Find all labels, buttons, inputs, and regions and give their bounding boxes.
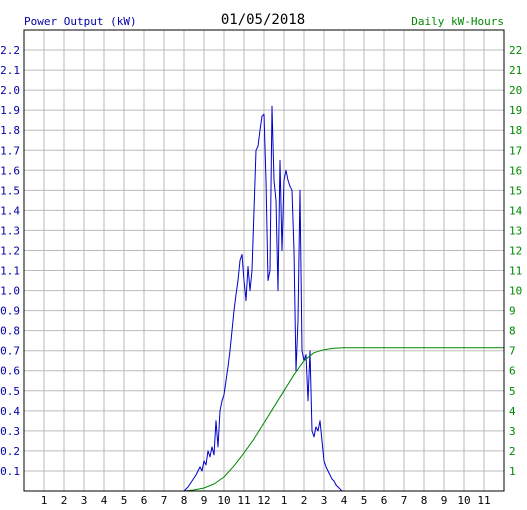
right-tick-label: 16 (509, 164, 522, 177)
right-tick-label: 4 (509, 405, 516, 418)
right-tick-label: 18 (509, 124, 522, 137)
power-series-line (24, 105, 504, 492)
x-tick-label: 11 (237, 494, 250, 507)
energy-series-line (24, 347, 504, 492)
right-tick-label: 10 (509, 285, 522, 298)
x-tick-label: 6 (381, 494, 388, 507)
right-tick-label: 12 (509, 244, 522, 257)
left-axis-label: Power Output (kW) (24, 15, 137, 28)
left-tick-label: 0.2 (0, 445, 20, 458)
right-tick-label: 13 (509, 224, 522, 237)
right-tick-label: 9 (509, 305, 516, 318)
left-tick-label: 2.0 (0, 84, 20, 97)
right-tick-label: 5 (509, 385, 516, 398)
x-tick-label: 1 (281, 494, 288, 507)
right-tick-label: 22 (509, 44, 522, 57)
x-tick-label: 4 (101, 494, 108, 507)
right-tick-label: 2 (509, 445, 516, 458)
left-tick-label: 0.4 (0, 405, 20, 418)
x-tick-label: 5 (361, 494, 368, 507)
series-lines (24, 105, 504, 492)
grid (24, 30, 504, 491)
right-tick-label: 21 (509, 64, 522, 77)
left-tick-label: 0.9 (0, 305, 20, 318)
right-tick-label: 19 (509, 104, 522, 117)
x-tick-label: 8 (421, 494, 428, 507)
left-tick-labels: 0.1 0.2 0.3 0.4 0.5 0.6 0.7 0.8 0.9 1.0 1.1 1.2 1.3 1… (0, 44, 20, 478)
x-tick-label: 12 (257, 494, 270, 507)
left-tick-label: 0.8 (0, 325, 20, 338)
x-tick-label: 1 (41, 494, 48, 507)
left-tick-label: 0.6 (0, 365, 20, 378)
left-tick-label: 1.7 (0, 144, 20, 157)
left-tick-label: 1.1 (0, 265, 20, 278)
left-tick-label: 1.4 (0, 204, 20, 217)
right-tick-label: 3 (509, 425, 516, 438)
right-axis-label: Daily kW-Hours (411, 15, 504, 28)
left-tick-label: 0.5 (0, 385, 20, 398)
x-tick-label: 10 (457, 494, 470, 507)
right-tick-label: 6 (509, 365, 516, 378)
left-tick-label: 1.6 (0, 164, 20, 177)
left-tick-label: 0.7 (0, 345, 20, 358)
x-tick-label: 7 (161, 494, 168, 507)
chart-title: 01/05/2018 (221, 12, 305, 28)
x-tick-label: 4 (341, 494, 348, 507)
x-tick-label: 5 (121, 494, 128, 507)
left-tick-label: 1.0 (0, 285, 20, 298)
x-tick-label: 6 (141, 494, 148, 507)
right-tick-label: 17 (509, 144, 522, 157)
right-tick-label: 1 (509, 465, 516, 478)
right-tick-label: 8 (509, 325, 516, 338)
x-tick-label: 7 (401, 494, 408, 507)
left-tick-label: 1.3 (0, 224, 20, 237)
right-tick-label: 11 (509, 265, 522, 278)
left-tick-label: 1.5 (0, 184, 20, 197)
right-tick-label: 14 (509, 204, 523, 217)
x-tick-labels: 1 2 3 4 5 6 7 8 9 10 11 12 1 2 3 4 5 6 7 8 9 10 11 (41, 494, 491, 507)
left-tick-label: 1.2 (0, 244, 20, 257)
x-tick-label: 3 (321, 494, 328, 507)
x-tick-label: 9 (201, 494, 208, 507)
x-tick-label: 10 (217, 494, 230, 507)
right-tick-label: 20 (509, 84, 522, 97)
x-tick-label: 11 (477, 494, 490, 507)
right-tick-label: 15 (509, 184, 522, 197)
x-tick-label: 8 (181, 494, 188, 507)
x-tick-label: 2 (61, 494, 68, 507)
x-tick-label: 2 (301, 494, 308, 507)
x-tick-label: 3 (81, 494, 88, 507)
left-tick-label: 1.9 (0, 104, 20, 117)
right-tick-label: 7 (509, 345, 516, 358)
x-tick-label: 9 (441, 494, 448, 507)
left-tick-label: 2.1 (0, 64, 20, 77)
left-tick-label: 0.1 (0, 465, 20, 478)
left-tick-label: 0.3 (0, 425, 20, 438)
plot-frame (23, 29, 505, 492)
left-tick-label: 2.2 (0, 44, 20, 57)
left-tick-label: 1.8 (0, 124, 20, 137)
